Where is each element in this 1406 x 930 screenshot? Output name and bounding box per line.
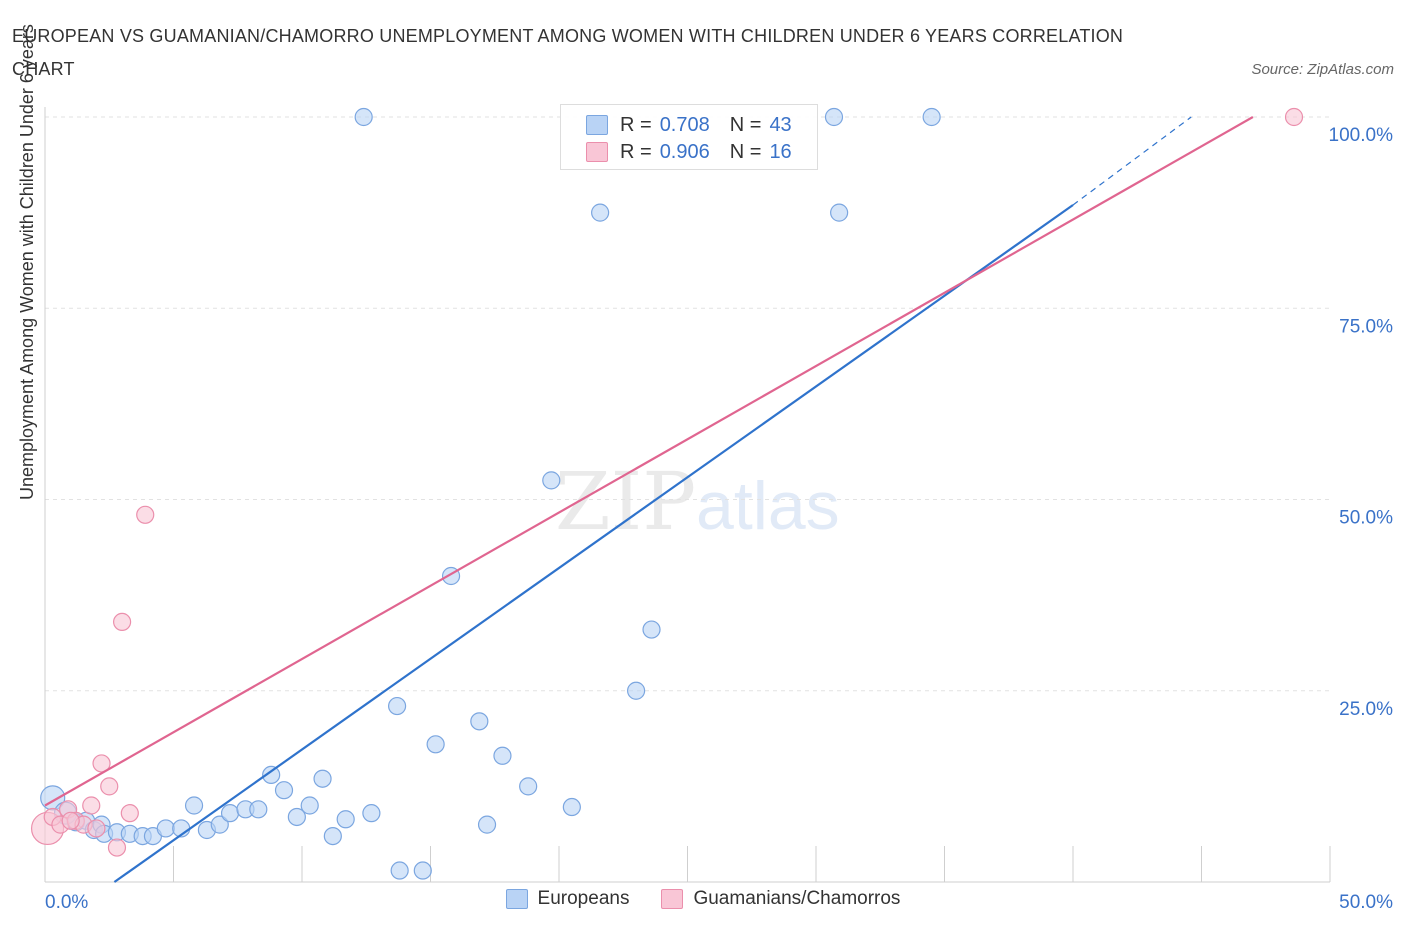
guamanian-point	[107, 838, 127, 857]
european-point	[323, 826, 342, 846]
r-label: R =	[620, 113, 652, 136]
series-legend: Europeans Guamanians/Chamorros	[0, 888, 1406, 910]
guamanian-point	[1284, 107, 1304, 127]
europeans-legend-swatch	[505, 889, 528, 909]
y-tick-label: 100.0%	[1329, 125, 1394, 146]
europeans-r-value: 0.708	[659, 113, 710, 136]
european-point	[477, 815, 497, 834]
european-point	[287, 807, 306, 827]
european-point	[824, 107, 844, 127]
european-point	[210, 815, 229, 834]
european-point	[642, 620, 661, 639]
correlation-legend: R = 0.708 N = 43 R = 0.906 N = 16	[560, 104, 818, 170]
y-tick-label: 75.0%	[1339, 316, 1393, 337]
european-point	[336, 810, 355, 829]
x-tick-label: 50.0%	[1339, 892, 1393, 913]
european-point	[591, 203, 610, 222]
european-point	[313, 769, 332, 788]
n-label: N =	[729, 113, 762, 136]
european-point	[300, 796, 319, 815]
european-point	[470, 712, 489, 731]
legend-item-europeans[interactable]: Europeans	[505, 888, 630, 910]
source-note: Source: ZipAtlas.com	[1251, 61, 1394, 78]
n-label: N =	[729, 140, 762, 163]
guamanians-legend-swatch	[661, 889, 684, 909]
legend-item-guamanians[interactable]: Guamanians/Chamorros	[661, 888, 900, 910]
europeans-legend-label: Europeans	[537, 888, 630, 909]
european-point	[542, 471, 561, 490]
guamanian-point	[100, 777, 119, 796]
europeans-trend-extension	[1072, 116, 1192, 206]
guamanian-point	[120, 804, 139, 823]
legend-row-europeans: R = 0.708 N = 43	[586, 111, 792, 139]
europeans-trend-line	[113, 204, 1074, 883]
european-point	[413, 861, 432, 880]
european-point	[922, 107, 941, 127]
guamanians-r-value: 0.906	[659, 140, 710, 163]
european-point	[830, 203, 849, 222]
guamanians-trend-line	[44, 116, 1254, 807]
guamanian-point	[61, 811, 80, 830]
chart-title: EUROPEAN VS GUAMANIAN/CHAMORRO UNEMPLOYM…	[12, 26, 1124, 79]
european-point	[220, 804, 240, 823]
european-point	[493, 746, 512, 765]
european-point	[426, 735, 445, 754]
european-point	[387, 696, 407, 716]
guamanians-n-value: 16	[769, 140, 792, 163]
european-point	[184, 796, 204, 815]
european-point	[249, 800, 268, 819]
guamanian-point	[87, 819, 106, 838]
european-point	[354, 107, 373, 127]
x-tick-label: 0.0%	[45, 892, 88, 913]
guamanians-legend-label: Guamanians/Chamorros	[693, 888, 901, 909]
europeans-n-value: 43	[769, 113, 792, 136]
european-point	[274, 781, 294, 800]
y-tick-label: 25.0%	[1339, 699, 1393, 720]
y-tick-label: 50.0%	[1339, 508, 1393, 529]
watermark-atlas: atlas	[696, 468, 840, 544]
guamanian-point	[82, 796, 101, 815]
guamanian-point	[112, 612, 132, 632]
guamanian-point	[136, 505, 155, 524]
europeans-swatch	[586, 115, 608, 135]
european-point	[626, 681, 646, 700]
european-point	[156, 819, 175, 838]
european-point	[262, 765, 281, 785]
legend-row-guamanians: R = 0.906 N = 16	[586, 138, 792, 166]
guamanian-point	[92, 754, 111, 773]
european-point	[390, 861, 409, 880]
european-point	[562, 797, 581, 817]
r-label: R =	[620, 140, 652, 163]
guamanians-swatch	[586, 142, 608, 162]
european-point	[519, 777, 538, 796]
european-point	[362, 804, 381, 823]
